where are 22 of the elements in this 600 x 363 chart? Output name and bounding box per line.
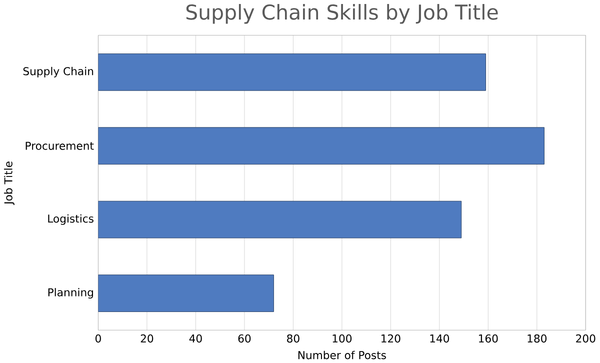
bar <box>98 53 486 91</box>
y-tick-label: Planning <box>48 288 93 298</box>
x-tick-label: 80 <box>287 334 300 342</box>
x-tick-label: 140 <box>430 334 450 342</box>
x-axis-title: Number of Posts <box>298 350 386 360</box>
bar <box>98 274 274 312</box>
x-tick-label: 120 <box>382 334 400 342</box>
chart-title: Supply Chain Skills by Job Title <box>186 4 498 24</box>
x-tick-label: 160 <box>479 334 498 342</box>
y-tick-label: Supply Chain <box>23 66 94 78</box>
x-tick-label: 20 <box>140 334 154 342</box>
x-tick-label: 40 <box>189 334 202 342</box>
x-tick-label: 60 <box>238 334 251 342</box>
y-tick-label: Logistics <box>48 214 94 225</box>
y-tick-label: Procurement <box>26 142 94 150</box>
bar <box>98 127 544 164</box>
x-tick-label: 100 <box>332 334 352 342</box>
x-tick-label: 0 <box>96 334 101 342</box>
y-axis-title: Job Title <box>4 161 14 205</box>
x-tick-label: 180 <box>528 334 547 342</box>
bar <box>98 200 462 238</box>
x-tick-label: 200 <box>576 334 596 342</box>
